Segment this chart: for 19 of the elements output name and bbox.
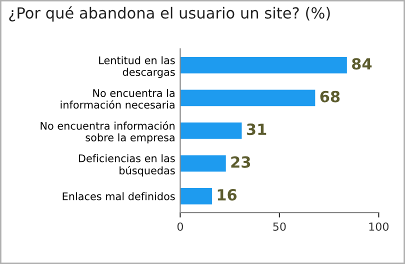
x-tick-label: 0 [177, 222, 184, 231]
data-label: 16 [218, 189, 237, 201]
x-tick-label: 50 [273, 222, 286, 231]
chart-title: ¿Por qué abandona el usuario un site? (%) [9, 6, 330, 22]
y-tick-label: No encuentra información sobre la empresa [40, 121, 174, 144]
bar [180, 155, 226, 172]
y-tick-label: Lentitud en las descargas [99, 56, 175, 78]
bar [180, 188, 212, 204]
data-label: 31 [246, 124, 266, 136]
bar [180, 90, 316, 106]
bar [180, 122, 242, 139]
y-tick-label: Deficiencias en las búsquedas [78, 154, 175, 176]
bar [180, 57, 347, 74]
y-tick-label: No encuentra la información necesaria [60, 88, 174, 109]
x-tick-label: 100 [369, 222, 389, 231]
data-label: 68 [320, 90, 340, 102]
y-tick-label: Enlaces mal definidos [62, 192, 175, 200]
data-label: 84 [352, 58, 372, 70]
data-label: 23 [231, 156, 250, 168]
